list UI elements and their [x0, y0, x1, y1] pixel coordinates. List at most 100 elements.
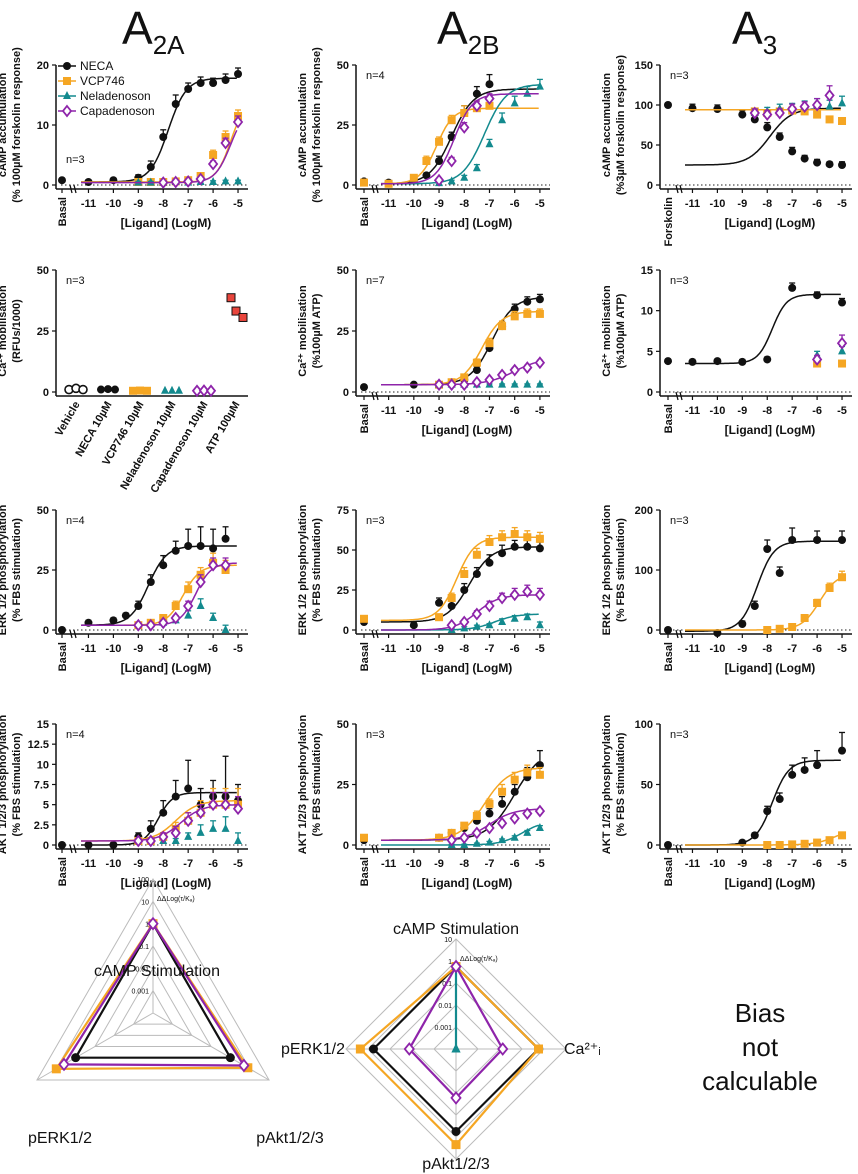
x-tick-label: -11 — [81, 643, 96, 655]
point-vcp746 — [209, 151, 218, 159]
point-neladenoson — [196, 601, 205, 609]
point-neladenoson — [234, 835, 243, 844]
point-capadenoson — [534, 356, 546, 370]
radar-tick-label: 0.1 — [139, 944, 149, 951]
point-capadenoson — [811, 98, 823, 112]
point-neladenoson — [485, 620, 494, 629]
axis-break — [679, 629, 683, 639]
point-neca — [171, 100, 180, 108]
point-capadenoson — [232, 802, 244, 816]
point-capadenoson — [170, 175, 181, 189]
point-capadenoson — [158, 176, 169, 190]
x-tick-label: -8 — [459, 198, 469, 210]
point-vcp746 — [447, 116, 456, 125]
point-neca — [84, 841, 93, 849]
x-tick-label: -8 — [762, 405, 772, 417]
x-tick-label: -9 — [133, 858, 143, 870]
point-neca — [713, 105, 722, 113]
point-neladenoson — [523, 88, 532, 97]
basal-label: Basal — [663, 857, 675, 886]
point-capadenoson — [459, 378, 470, 392]
y-axis-sublabel: (% 100µM forskolin response) — [311, 47, 323, 203]
point-neca — [159, 133, 168, 141]
y-tick-label: 25 — [337, 585, 349, 597]
point-vcp746 — [838, 359, 847, 368]
point-vcp746 — [472, 358, 481, 367]
x-tick-label: -10 — [105, 643, 121, 655]
point-capadenoson — [496, 591, 508, 605]
y-axis-label: cAMP accumulation — [297, 73, 309, 178]
point-neca — [472, 89, 481, 98]
radar-axis-label: pERK1/2 — [281, 1041, 345, 1058]
point-neca — [146, 578, 155, 586]
point-neladenoson — [184, 610, 193, 619]
y-tick-label: 25 — [337, 780, 349, 792]
point-capadenoson — [836, 336, 848, 350]
point-neca — [738, 110, 747, 119]
n-label: n=3 — [670, 70, 689, 82]
x-tick-label: -7 — [485, 198, 495, 210]
y-axis-sublabel: (% FBS stimulation) — [11, 732, 23, 836]
axis-break — [371, 391, 375, 401]
basal-point-neca — [58, 626, 66, 634]
radar-series-vcp746 — [358, 964, 541, 1147]
point-capadenoson — [774, 106, 785, 120]
point-neladenoson — [510, 832, 519, 841]
point-vcp746 — [460, 109, 469, 117]
point-neladenoson — [510, 613, 519, 622]
point-capadenoson — [133, 618, 144, 632]
point-capadenoson — [207, 558, 219, 572]
panel-a3_akt: 0 50 100 -11 -10 -9 -8 -7 -6 -5 Basal [Ligand] (Log… — [601, 715, 852, 890]
y-tick-label: 7.5 — [34, 780, 49, 792]
point-neladenoson — [209, 823, 218, 832]
x-tick-label: -5 — [535, 405, 545, 417]
column-title: A2A — [122, 2, 185, 60]
point-capadenoson — [446, 618, 457, 632]
point-vcp746 — [535, 534, 544, 543]
y-tick-label: 12.5 — [28, 739, 49, 751]
point-neladenoson — [134, 177, 143, 186]
x-axis-label: [Ligand] (LogM) — [725, 423, 816, 437]
point-vcp746 — [535, 770, 544, 779]
y-tick-label: 0 — [647, 180, 653, 192]
basal-point-vcp746 — [360, 178, 368, 187]
radar-point-capadenoson — [497, 1042, 509, 1056]
point-vcp746 — [510, 775, 519, 784]
point-capadenoson — [534, 588, 546, 602]
point-capadenoson — [195, 575, 206, 589]
x-tick-label: -11 — [81, 198, 96, 210]
y-tick-label: 50 — [641, 140, 653, 152]
y-tick-label: 25 — [337, 326, 349, 338]
column-subtitle: 2A — [153, 30, 185, 60]
x-tick-label: -5 — [233, 858, 243, 870]
point-capadenoson — [158, 830, 169, 844]
point-capadenoson — [433, 378, 445, 392]
x-axis-label: [Ligand] (LogM) — [422, 661, 513, 675]
radar-tick-label: 0.1 — [442, 981, 452, 988]
y-axis-label: Ca²⁺ mobilisation — [297, 285, 309, 377]
y-axis-sublabel: (% FBS stimulation) — [311, 732, 323, 836]
basal-point-neca — [360, 383, 368, 392]
x-tick-label: -6 — [510, 198, 520, 210]
x-tick-label: -8 — [158, 643, 168, 655]
axis-break — [675, 391, 679, 401]
axis-break — [371, 629, 375, 639]
x-axis-label: [Ligand] (LogM) — [121, 661, 212, 675]
radar-axis-label: pERK1/2 — [28, 1130, 92, 1147]
radar-series-capadenoson — [62, 921, 246, 1067]
x-tick-label: -5 — [535, 858, 545, 870]
point-neca — [813, 291, 822, 300]
point-capadenoson — [749, 106, 760, 120]
point-capadenoson — [446, 154, 457, 168]
axis-break — [375, 184, 379, 194]
point-neca — [498, 549, 507, 558]
point-vcp746 — [510, 530, 519, 538]
axis-break — [679, 184, 683, 194]
point-neca — [485, 558, 494, 567]
point-neca — [121, 611, 130, 620]
bias-text-line: Bias — [735, 998, 786, 1028]
x-tick-label: -11 — [381, 643, 396, 655]
radar-axis-label: Ca²⁺ᵢ — [564, 1041, 601, 1058]
y-tick-label: 0 — [343, 387, 349, 399]
radar-point-vcp746 — [51, 1064, 61, 1074]
